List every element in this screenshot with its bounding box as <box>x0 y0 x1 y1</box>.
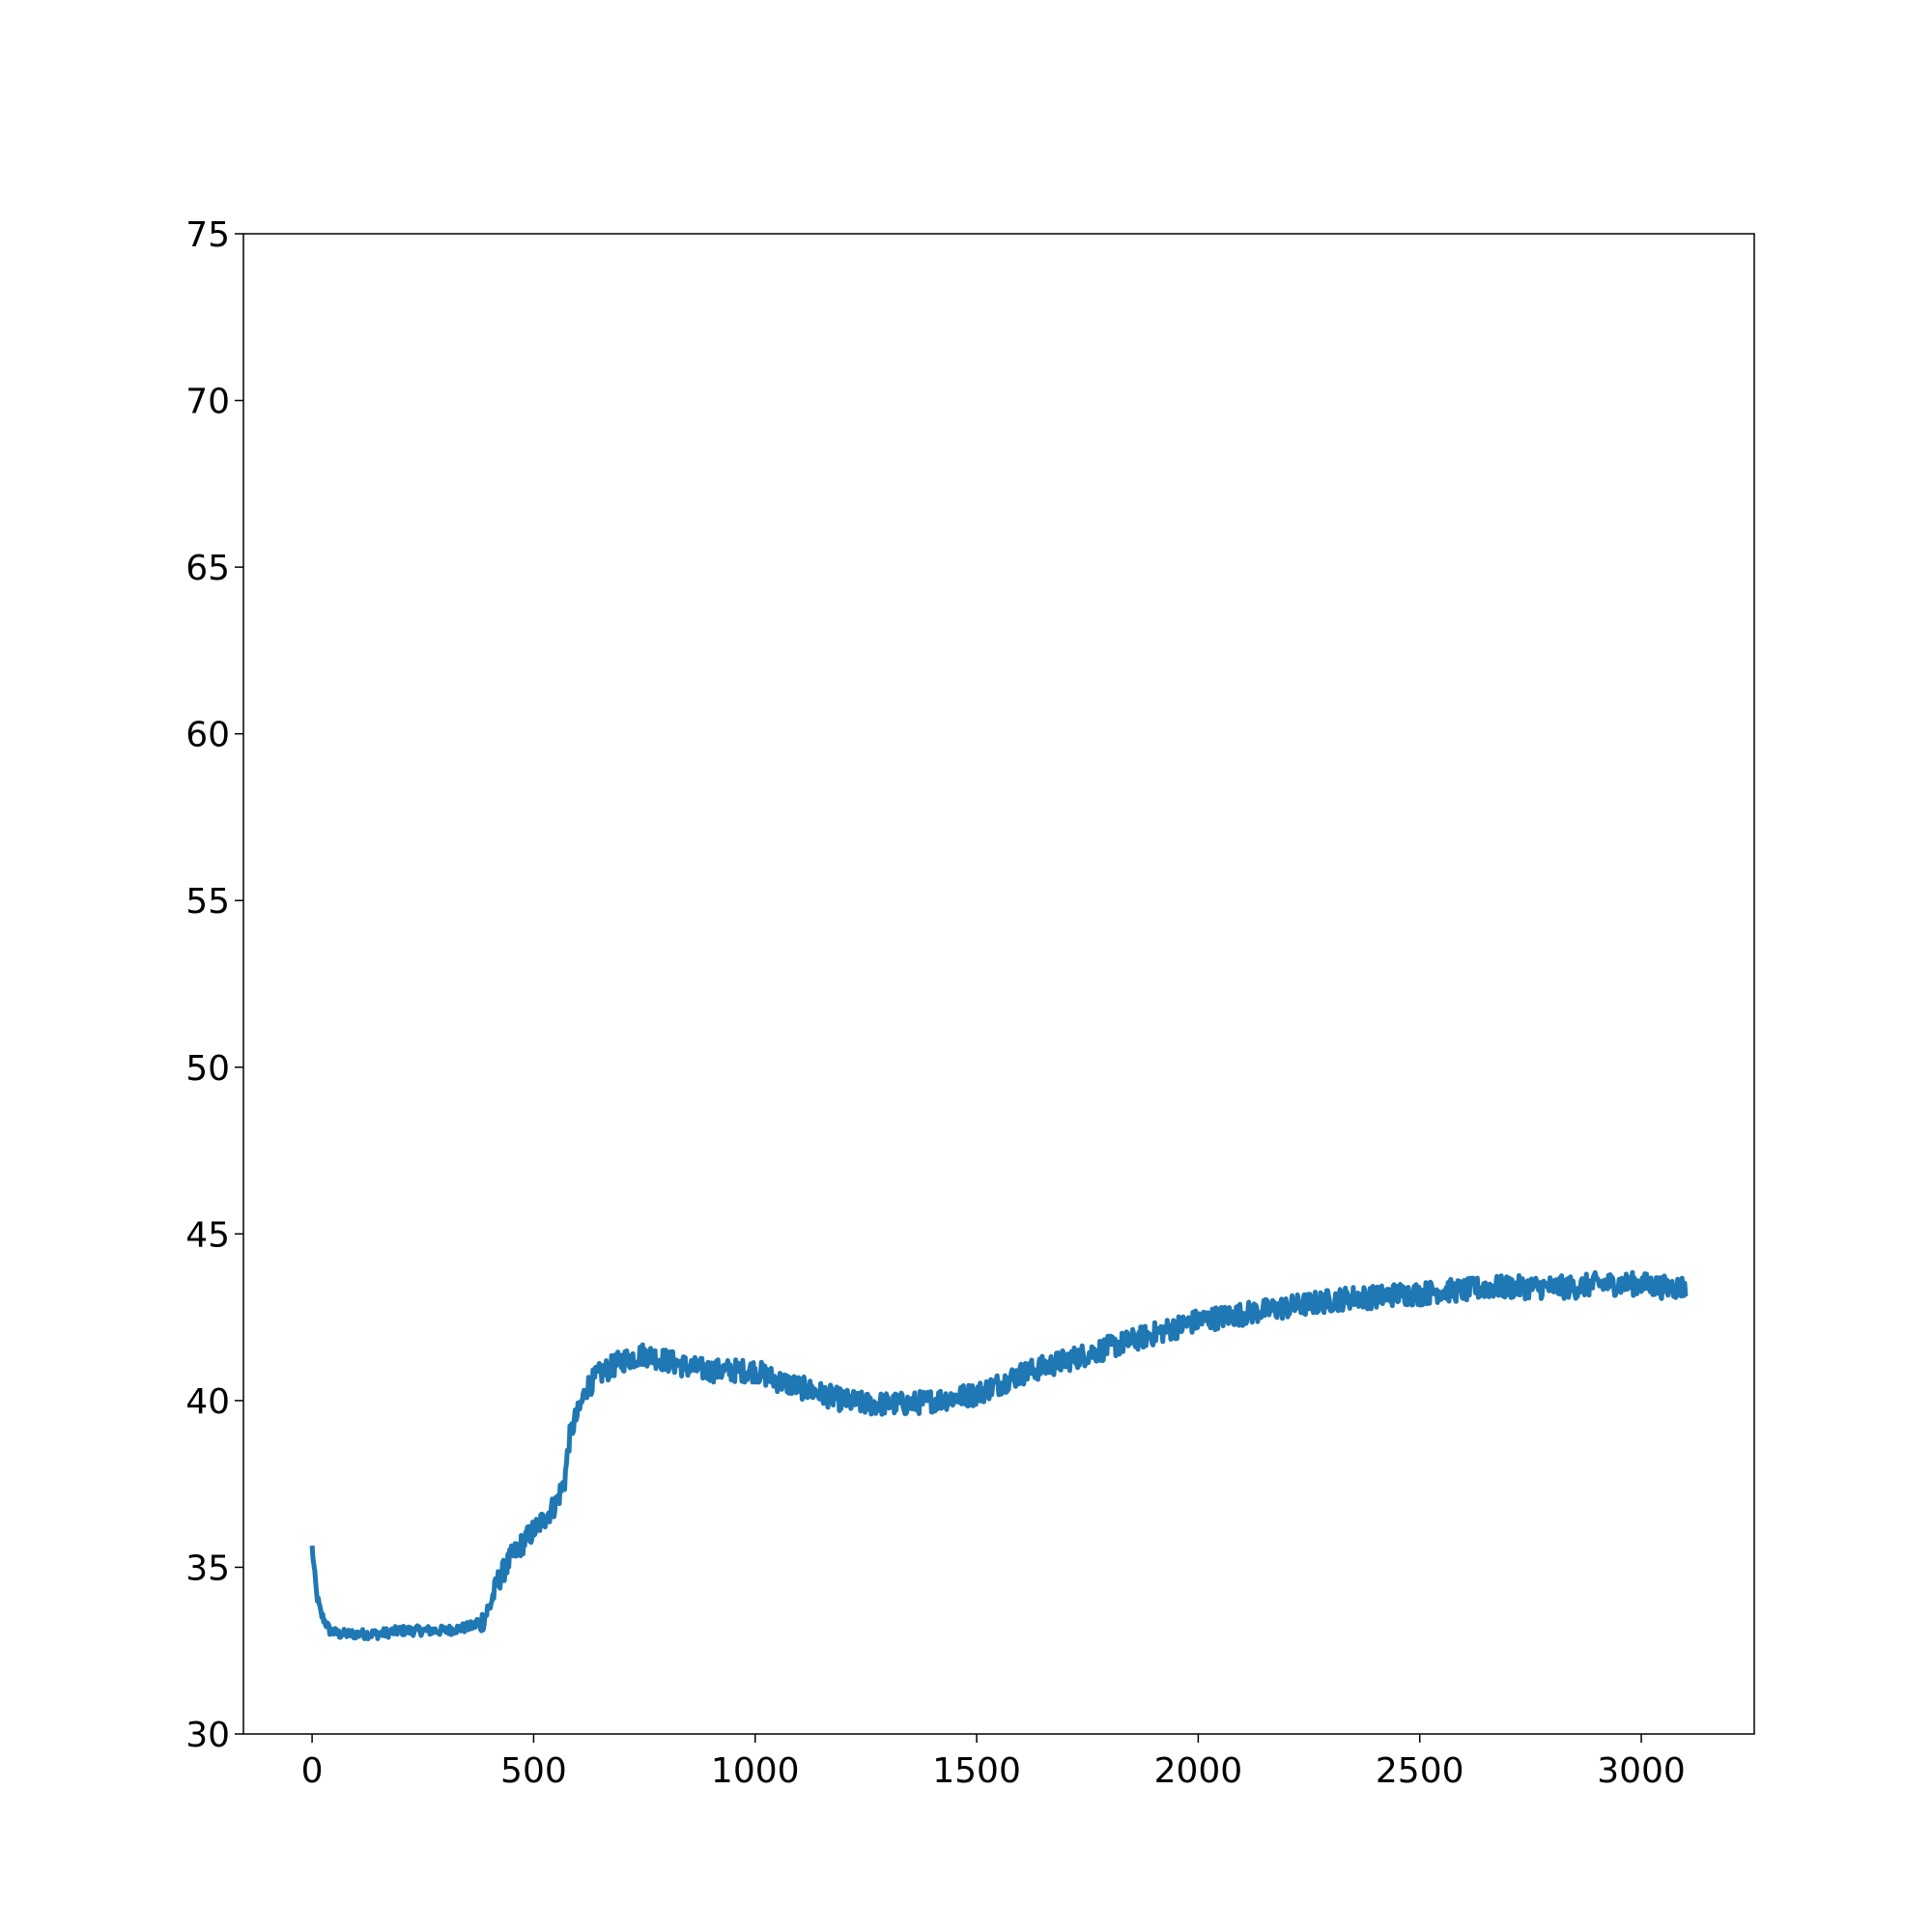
y-axis: 30 35 40 45 50 55 60 65 70 75 <box>185 215 243 1755</box>
x-tick-label: 1000 <box>711 1751 800 1791</box>
x-tick-label: 2500 <box>1376 1751 1464 1791</box>
y-tick-label: 35 <box>185 1548 230 1588</box>
y-tick-label: 50 <box>185 1049 230 1089</box>
y-tick-label: 55 <box>185 882 230 922</box>
x-tick-label: 500 <box>500 1751 567 1791</box>
y-tick-label: 75 <box>185 215 230 255</box>
y-tick-label: 60 <box>185 716 230 755</box>
x-tick-label: 2000 <box>1154 1751 1243 1791</box>
axes-frame <box>242 233 1755 1735</box>
y-tick-label: 70 <box>185 383 230 422</box>
x-tick-label: 3000 <box>1597 1751 1686 1791</box>
y-tick-label: 30 <box>185 1716 230 1755</box>
x-axis: 0 500 1000 1500 2000 2500 3000 <box>301 1734 1686 1791</box>
series-line <box>309 1269 1689 1642</box>
x-tick-label: 1500 <box>932 1751 1021 1791</box>
y-tick-label: 45 <box>185 1215 230 1255</box>
data-layer <box>309 1269 1689 1642</box>
x-tick-label: 0 <box>301 1751 324 1791</box>
y-tick-label: 40 <box>185 1382 230 1422</box>
y-tick-label: 65 <box>185 549 230 588</box>
